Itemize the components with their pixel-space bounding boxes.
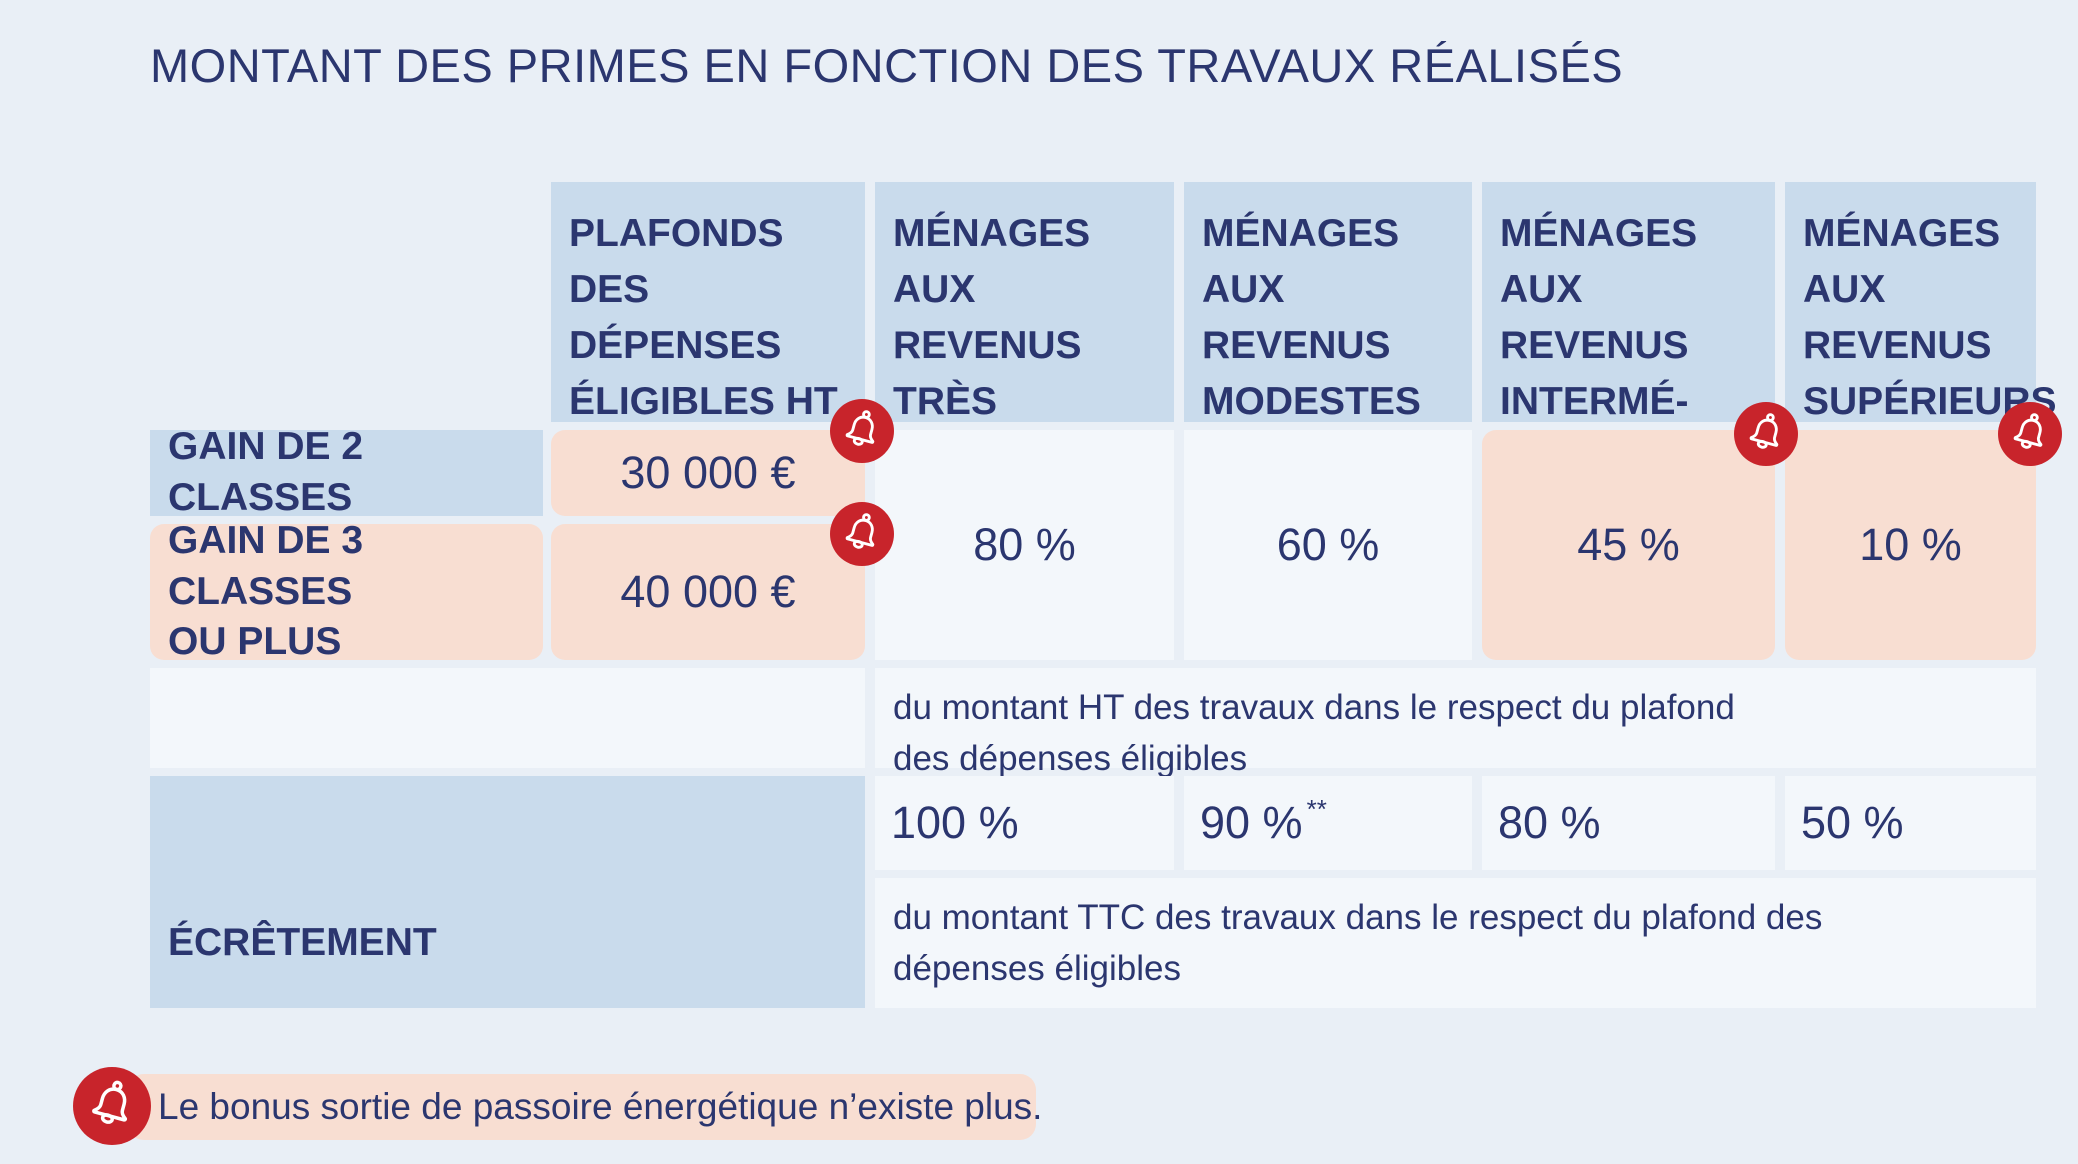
cell-rate-note-ht: du montant HT des travaux dans le respec… [875,668,2036,778]
cell-rate-superieurs: 10 % [1785,430,2036,660]
cell-plafond-gain2: 30 000 € [551,430,865,516]
header-revenus-tres-modestes: MÉNAGES AUX REVENUS TRÈS MODESTES [875,182,1174,480]
cell-rate-modestes: 60 % [1184,430,1472,660]
bell-icon [1734,402,1798,466]
cell-rate-tres-modestes: 80 % [875,430,1174,660]
bell-icon [830,399,894,463]
cell-ecretement-tres-modestes: 100 % [875,776,1174,870]
header-revenus-superieurs: MÉNAGES AUX REVENUS SUPÉRIEURS [1785,182,2057,423]
ecretement-modestes-asterisks: ** [1306,793,1327,824]
ecretement-cell: ÉCRÊTEMENT [150,776,865,1008]
ecretement-modestes-value: 90 % [1200,797,1303,848]
cell-ecretement-modestes: 90 % ** [1184,776,1472,870]
bell-icon-footnote [73,1067,151,1145]
footnote-text: Le bonus sortie de passoire énergétique … [128,1074,1042,1140]
row-label-gain-2-classes: GAIN DE 2 CLASSES [150,425,543,519]
cell-plafond-gain3: 40 000 € [551,524,865,660]
row-label-gain-3-classes: GAIN DE 3 CLASSES OU PLUS [150,519,543,663]
header-revenus-modestes: MÉNAGES AUX REVENUS MODESTES [1184,182,1472,423]
bell-icon [830,502,894,566]
cell-empty-left [150,668,865,768]
cell-ecretement-intermediaires: 80 % [1482,776,1775,870]
page-title: MONTANT DES PRIMES EN FONCTION DES TRAVA… [150,39,1624,92]
header-plafonds-depenses: PLAFONDS DES DÉPENSES ÉLIGIBLES HT [551,182,865,423]
cell-ecretement-note-ttc: du montant TTC des travaux dans le respe… [875,878,2036,1008]
cell-ecretement-superieurs: 50 % [1785,776,2036,870]
header-revenus-intermediaires: MÉNAGES AUX REVENUS INTERMÉ- DIAIRES [1482,182,1775,480]
cell-rate-intermediaires: 45 % [1482,430,1775,660]
ecretement-label: ÉCRÊTEMENT [168,921,437,964]
bell-icon [1998,402,2062,466]
